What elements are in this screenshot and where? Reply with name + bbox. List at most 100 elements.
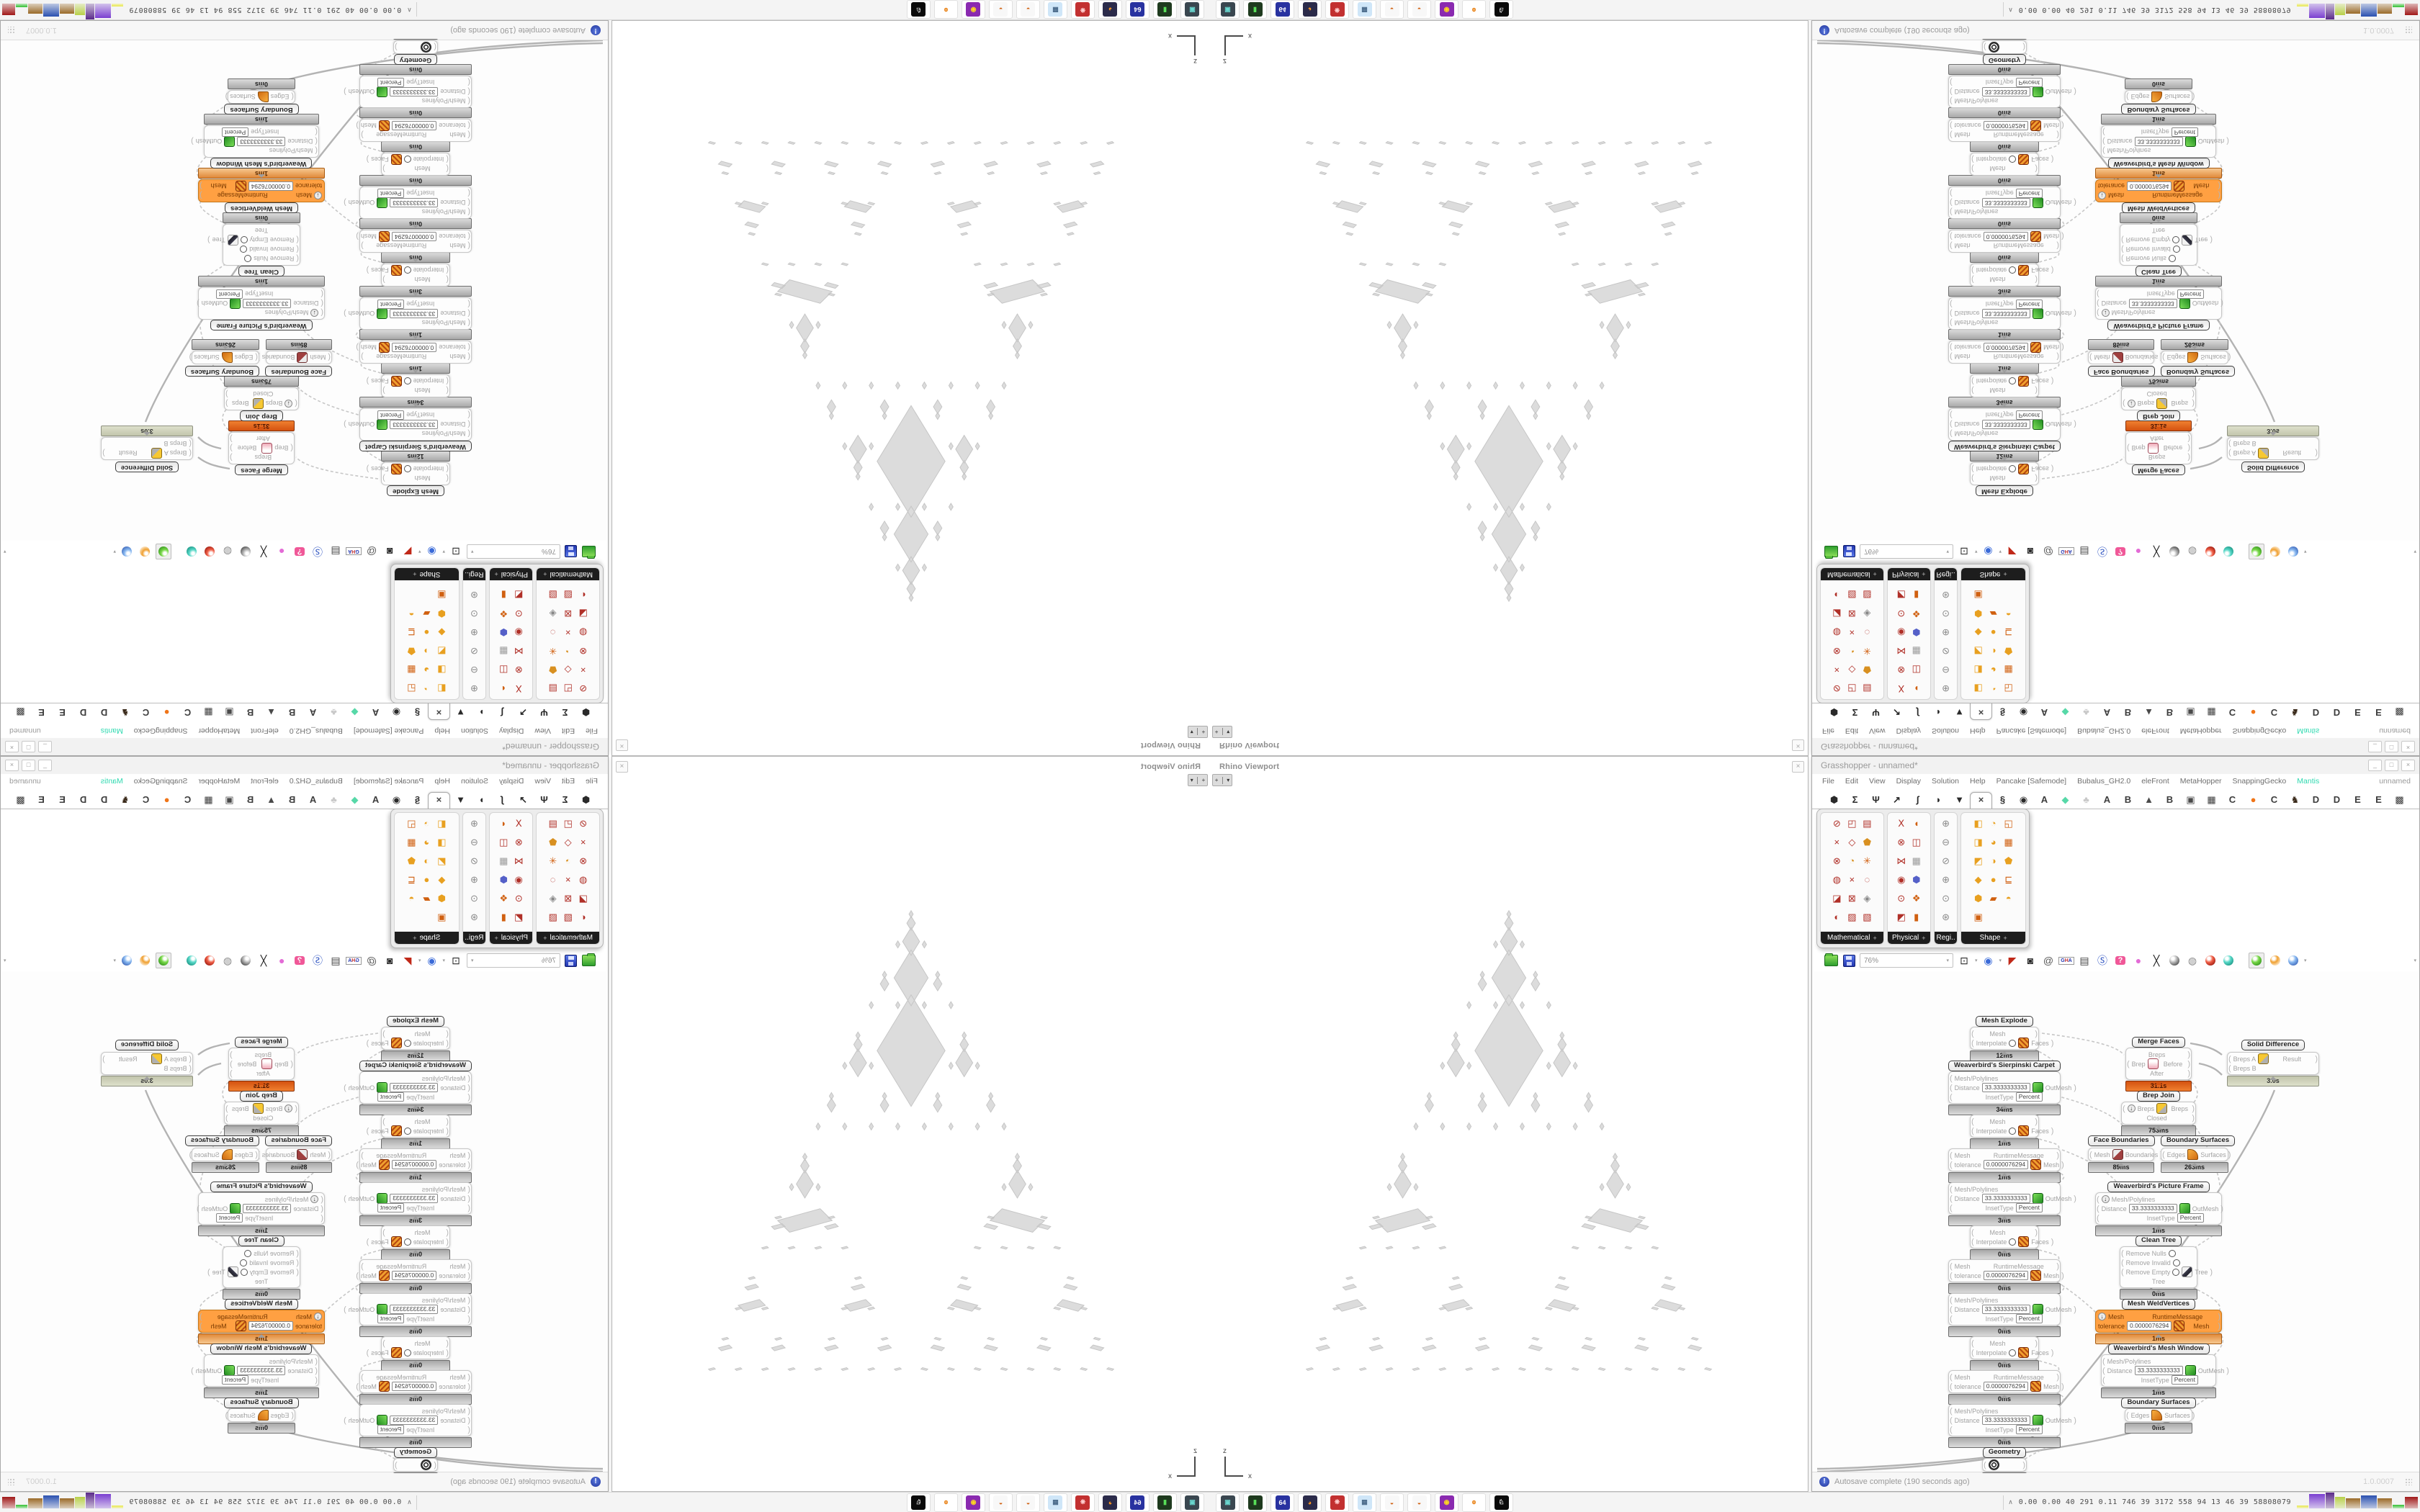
input-arc[interactable]: ( <box>467 309 470 318</box>
output-arc[interactable]: ) <box>2051 1348 2054 1357</box>
output-arc[interactable]: ) <box>2035 1117 2038 1126</box>
output-arc[interactable]: ) <box>2035 275 2038 284</box>
component-icon[interactable]: ◧ <box>1973 818 1983 829</box>
component-icon[interactable]: ▣ <box>1973 912 1983 922</box>
vice-c64-icon[interactable]: 64 <box>1270 0 1294 19</box>
output-arc[interactable]: ) <box>2192 390 2195 399</box>
gh-node-carpet[interactable]: (Mesh/Polylines(Distance 33.3333333333 Out… <box>2101 114 2229 158</box>
value-box[interactable]: Percent <box>2177 1213 2204 1223</box>
component-icon[interactable]: ▦ <box>499 855 508 866</box>
component-icon[interactable]: ◩ <box>1973 855 1983 866</box>
menu-item-display[interactable]: Display <box>498 777 524 786</box>
component-tab-16[interactable]: B <box>2159 703 2180 719</box>
component-tab-25[interactable]: E <box>52 793 73 809</box>
gh-node-tol[interactable]: (Mesh RuntimeMessage)(tolerance 0.00000762… <box>1948 1148 2064 1183</box>
component-icon[interactable]: ◉ <box>1897 874 1906 885</box>
green-material-icon[interactable] <box>2249 953 2265 968</box>
input-arc[interactable]: ( <box>1950 1151 1953 1160</box>
component-icon[interactable]: ◔ <box>1849 855 1855 866</box>
chevron-down-icon[interactable]: ▾ <box>2304 958 2307 963</box>
component-icon[interactable]: ⬢ <box>1973 608 1983 619</box>
output-arc[interactable]: ) <box>395 42 398 52</box>
input-arc[interactable]: ( <box>467 1406 470 1416</box>
component-icon[interactable]: ⊙ <box>1942 893 1950 904</box>
gh-node-weld[interactable]: ↓ Mesh RuntimeMessage) tolerance 0.000007629… <box>198 168 325 202</box>
panel-group-label[interactable]: Physical + <box>490 932 533 944</box>
component-tab-18[interactable]: ▦ <box>198 793 219 809</box>
input-arc[interactable]: ( <box>467 207 470 217</box>
component-tab-10[interactable]: A <box>2034 793 2055 809</box>
gh-node-carpet[interactable]: (Mesh/Polylines(Distance 33.3333333333 Out… <box>344 1182 472 1226</box>
input-arc[interactable]: ( <box>467 232 470 241</box>
component-icon[interactable]: ◈ <box>549 893 557 904</box>
component-icon[interactable]: ⊙ <box>1942 608 1950 619</box>
gh-node-bjoin[interactable]: (↓ Breps Breps) Closed) 753ms <box>224 376 299 410</box>
input-arc[interactable]: ( <box>1971 1338 1974 1348</box>
panel-group-label[interactable]: Physical + <box>1887 568 1930 580</box>
component-icon[interactable]: × <box>1849 874 1855 885</box>
zoom-extents-icon[interactable]: ⊡ <box>1957 953 1971 968</box>
component-icon[interactable]: ⬢ <box>437 893 447 904</box>
input-arc[interactable]: ( <box>2102 137 2105 146</box>
minimize-button[interactable]: _ <box>38 741 52 752</box>
component-tab-15[interactable]: ▲ <box>261 703 282 719</box>
gh-node-explode[interactable]: (Mesh)(Interpolate Faces) 12ms <box>1970 1027 2053 1061</box>
input-arc[interactable]: ( <box>1984 1460 1986 1470</box>
gh-node-tol[interactable]: (Mesh RuntimeMessage)(tolerance 0.00000762… <box>1948 107 2064 142</box>
menu-item-file[interactable]: File <box>586 726 598 735</box>
menu-item-elefront[interactable]: eleFront <box>2141 777 2169 786</box>
viewport-pin-control[interactable]: + ▾ <box>1212 774 1232 786</box>
component-icon[interactable]: Ⅹ <box>1898 818 1905 829</box>
menu-item-display[interactable]: Display <box>498 726 524 735</box>
value-box[interactable]: Percent <box>2015 1425 2043 1434</box>
input-arc[interactable]: ( <box>315 146 318 156</box>
maximize-button[interactable]: □ <box>22 741 35 752</box>
menu-item-solution[interactable]: Solution <box>461 777 488 786</box>
input-arc[interactable]: ( <box>467 1074 470 1083</box>
input-arc[interactable]: ( <box>446 1117 449 1126</box>
component-icon[interactable]: ▮ <box>501 590 506 600</box>
jack-icon[interactable]: ◙ <box>2023 953 2038 968</box>
component-icon[interactable]: ❖ <box>499 608 508 619</box>
gh-node-clean[interactable]: (Remove Nulls(Remove Invalid(Remove Empt… <box>207 212 300 266</box>
component-icon[interactable]: ▤ <box>1863 818 1872 829</box>
component-tab-3[interactable]: ↗ <box>513 793 534 809</box>
component-icon[interactable]: ◉ <box>514 627 523 638</box>
menu-item-file[interactable]: File <box>1822 726 1834 735</box>
component-tab-10[interactable]: A <box>365 703 386 719</box>
resize-grip[interactable] <box>2405 1478 2412 1485</box>
zoom-extents-icon[interactable]: ⊡ <box>1957 544 1971 559</box>
gh-node-carpet[interactable]: (Mesh/Polylines(Distance 33.3333333333 Out… <box>1948 1293 2076 1337</box>
gh-node-carpet[interactable]: (Mesh/Polylines(Distance 33.3333333333 Out… <box>344 175 472 219</box>
help-box-icon[interactable]: ? <box>2113 544 2128 559</box>
component-icon[interactable]: ◇ <box>564 665 572 675</box>
component-icon[interactable]: ◐ <box>1834 590 1840 600</box>
component-tab-7[interactable]: × <box>1970 792 1992 809</box>
input-arc[interactable]: ( <box>1971 1029 1974 1038</box>
input-arc[interactable]: ( <box>1971 1038 1974 1048</box>
chevron-down-icon[interactable]: ▾ <box>418 549 421 554</box>
node-body[interactable]: (Mesh/Polylines(Distance 33.3333333333 Out… <box>344 1182 472 1215</box>
component-icon[interactable]: ▨ <box>563 590 573 600</box>
gh-node-bsurf[interactable]: Boundary Surfaces(Edges Surfaces) 263ms <box>2161 1135 2236 1173</box>
component-icon[interactable]: ⊑ <box>2004 627 2013 638</box>
value-box[interactable]: Percent <box>377 1425 405 1434</box>
menu-item-view[interactable]: View <box>1869 726 1886 735</box>
input-arc[interactable]: ( <box>2162 1150 2165 1159</box>
toggle-circle[interactable] <box>403 1039 411 1047</box>
input-arc[interactable]: ( <box>2102 1356 2105 1366</box>
component-icon[interactable]: ⊙ <box>470 608 478 619</box>
component-tab-26[interactable]: E <box>2368 793 2389 809</box>
panel-group-label[interactable]: Physical + <box>1887 932 1930 944</box>
output-arc[interactable]: ) <box>230 444 233 453</box>
gh-canvas[interactable]: Mesh Explode(Mesh)(Interpolate Faces) 12ms… <box>1813 971 2419 1473</box>
preview-eye-icon[interactable]: ◉ <box>424 544 439 559</box>
input-arc[interactable]: ( <box>1950 1314 1953 1323</box>
node-body[interactable]: () <box>1982 1458 2027 1472</box>
component-icon[interactable]: ◩ <box>1973 646 1983 657</box>
component-icon[interactable]: ⬟ <box>549 837 557 847</box>
gh-node-tol[interactable]: (Mesh RuntimeMessage)(tolerance 0.00000762… <box>356 1148 472 1183</box>
output-arc[interactable]: ) <box>2187 434 2190 444</box>
node-body[interactable]: (Mesh)(Interpolate Faces) <box>1970 1225 2053 1248</box>
output-arc[interactable]: ) <box>344 198 346 207</box>
